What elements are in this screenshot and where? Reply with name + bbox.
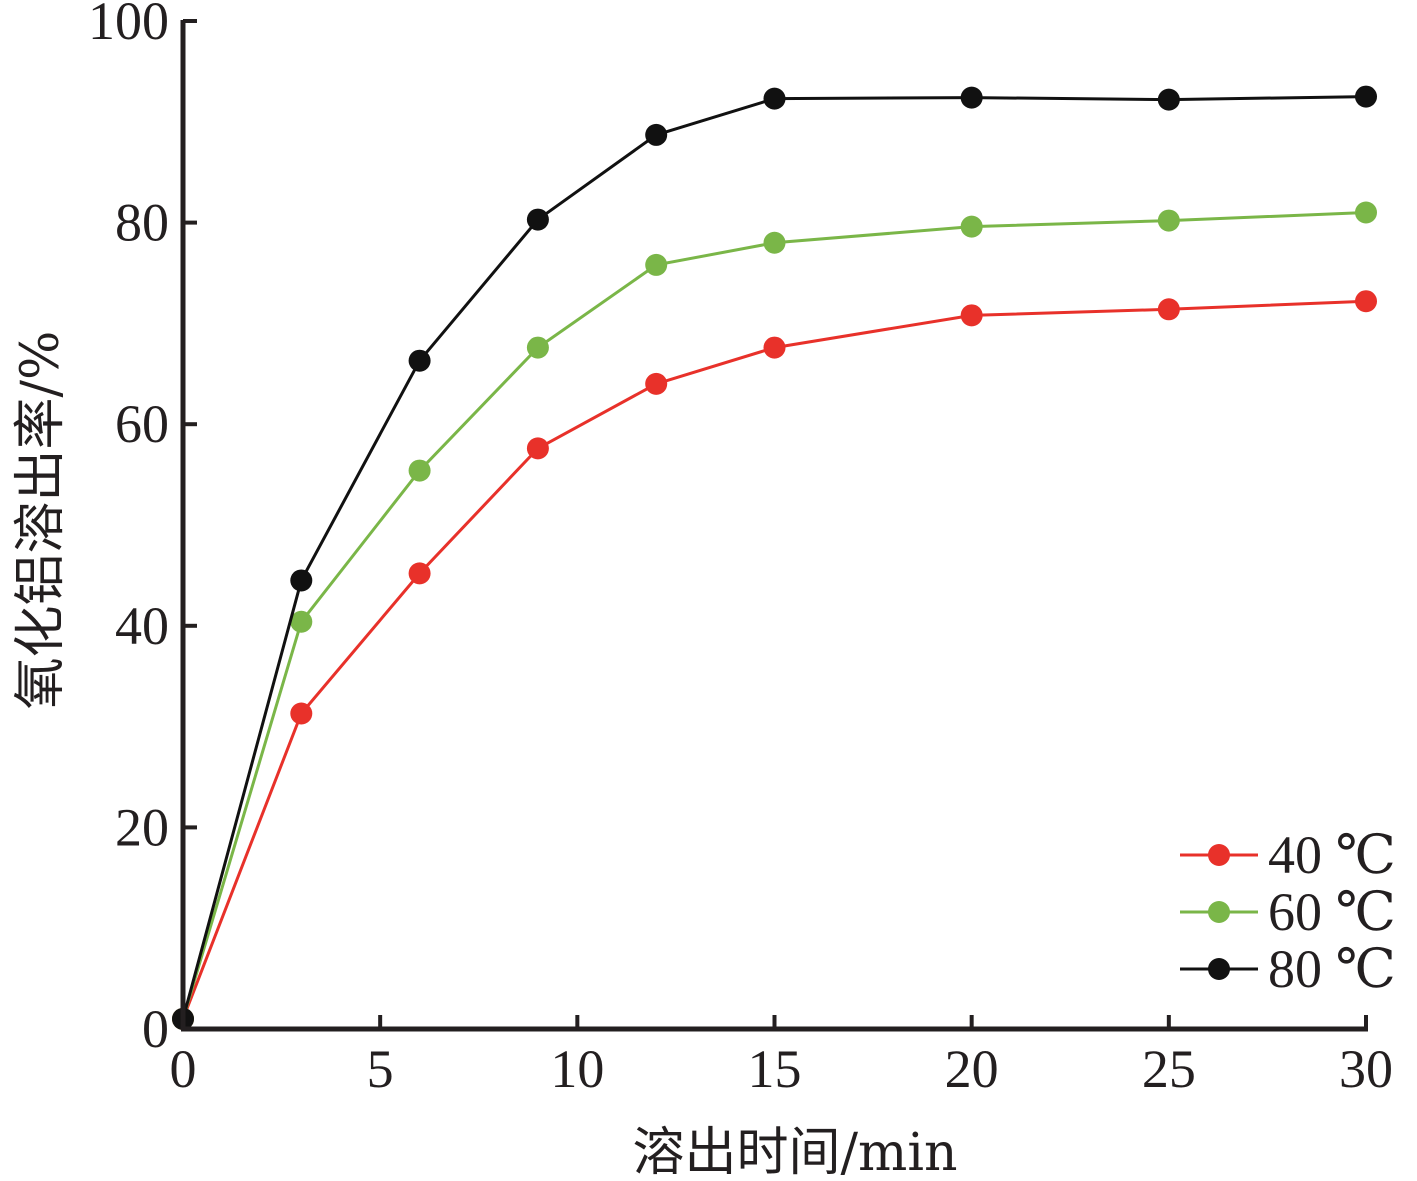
x-tick-label: 15 xyxy=(748,1039,802,1099)
axes-layer xyxy=(180,20,1368,1032)
x-tick-label: 10 xyxy=(550,1039,604,1099)
x-tick-label: 5 xyxy=(367,1039,394,1099)
legend: 40 ℃60 ℃80 ℃ xyxy=(1180,825,1396,999)
data-point xyxy=(408,349,431,372)
legend-label: 80 ℃ xyxy=(1268,939,1396,999)
x-tick-label: 30 xyxy=(1339,1039,1393,1099)
data-point xyxy=(526,437,549,460)
legend-item: 60 ℃ xyxy=(1180,882,1396,942)
x-tick-label: 0 xyxy=(170,1039,197,1099)
legend-marker xyxy=(1208,844,1230,866)
x-tick-label: 20 xyxy=(945,1039,999,1099)
data-point xyxy=(960,86,983,109)
data-point xyxy=(763,231,786,254)
y-tick-label: 0 xyxy=(142,999,169,1059)
data-point xyxy=(763,87,786,110)
legend-marker xyxy=(1208,901,1230,923)
series-2 xyxy=(172,85,1377,1030)
legend-label: 40 ℃ xyxy=(1268,825,1396,885)
data-point xyxy=(408,459,431,482)
data-point xyxy=(526,336,549,359)
data-point xyxy=(290,569,313,592)
x-axis-title: 溶出时间/min xyxy=(633,1123,958,1181)
series-1 xyxy=(172,201,1377,1030)
data-point xyxy=(290,610,313,633)
data-point xyxy=(526,208,549,231)
data-point xyxy=(763,336,786,359)
y-tick-label: 60 xyxy=(115,394,169,454)
y-tick-label: 100 xyxy=(88,0,169,51)
data-point xyxy=(1157,298,1180,321)
data-point xyxy=(645,253,668,276)
data-point xyxy=(408,562,431,585)
data-point xyxy=(1157,209,1180,232)
data-point xyxy=(1157,88,1180,111)
legend-item: 80 ℃ xyxy=(1180,939,1396,999)
legend-marker xyxy=(1208,958,1230,980)
y-tick-label: 40 xyxy=(115,596,169,656)
data-point xyxy=(960,215,983,238)
data-point xyxy=(290,702,313,725)
legend-item: 40 ℃ xyxy=(1180,825,1396,885)
data-point xyxy=(645,123,668,146)
y-axis-title: 氧化铝溶出率/% xyxy=(11,331,71,710)
legend-label: 60 ℃ xyxy=(1268,882,1396,942)
data-point xyxy=(960,304,983,327)
series-0 xyxy=(172,290,1377,1030)
series-line xyxy=(181,211,1367,1020)
series-layer xyxy=(172,85,1377,1030)
y-tick-label: 20 xyxy=(115,797,169,857)
data-point xyxy=(1355,201,1377,224)
y-tick-label: 80 xyxy=(115,193,169,253)
data-point xyxy=(1355,85,1377,108)
data-point xyxy=(645,372,668,395)
x-tick-label: 25 xyxy=(1142,1039,1196,1099)
ticks-layer: 0 20 40 60 80 100 0 5 10 15 20 25 30 xyxy=(88,0,1393,1099)
data-point xyxy=(1355,290,1377,313)
